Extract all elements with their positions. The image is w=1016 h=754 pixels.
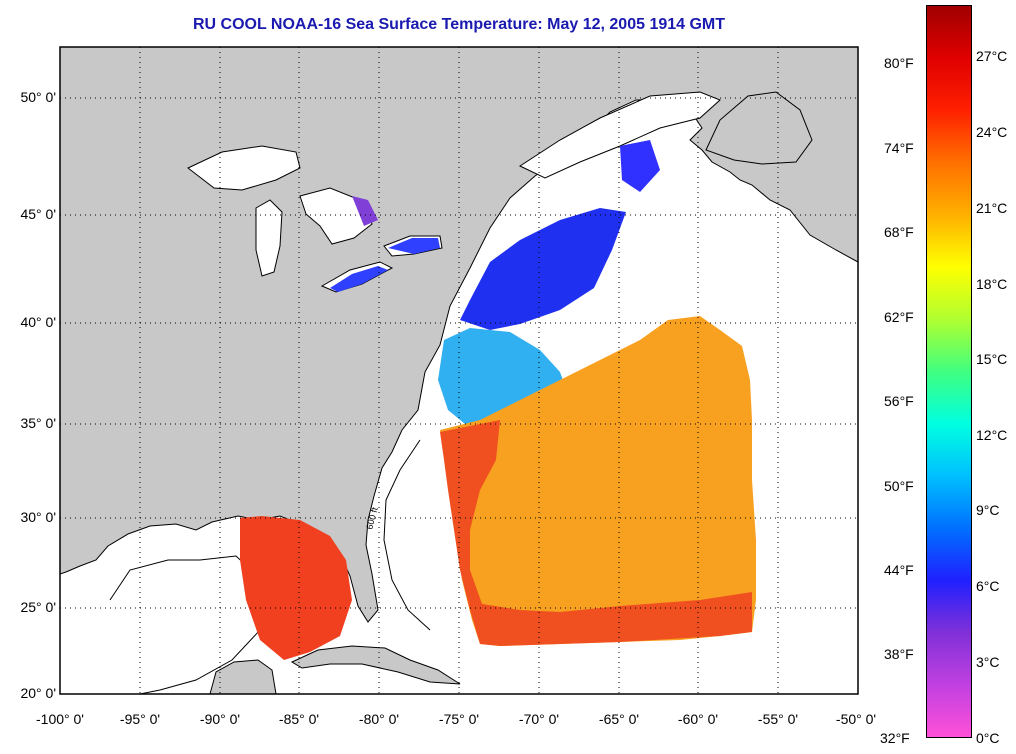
lat-label-25: 25° 0' xyxy=(20,599,56,615)
st-lawrence xyxy=(518,91,721,179)
cb-c-label-15: 15°C xyxy=(976,351,1008,367)
sst-gulf-of-maine xyxy=(460,208,626,330)
sst-colorbar xyxy=(926,5,972,738)
cb-f-label-44: 44°F xyxy=(884,562,914,578)
cb-f-label-56: 56°F xyxy=(884,393,914,409)
cb-f-label-50: 50°F xyxy=(884,478,914,494)
lake-huron xyxy=(299,187,373,245)
land-cuba xyxy=(290,645,461,685)
lat-label-45: 45° 0' xyxy=(20,206,56,222)
lat-label-20: 20° 0' xyxy=(20,685,56,701)
lon-label-70: -70° 0' xyxy=(518,711,560,727)
cb-c-label-6: 6°C xyxy=(976,578,1000,594)
cb-c-label-27: 27°C xyxy=(976,48,1008,64)
sst-gulf-stream-core xyxy=(440,420,752,646)
lon-label-80: -80° 0' xyxy=(358,711,400,727)
map-frame xyxy=(59,46,859,695)
lon-label-65: -65° 0' xyxy=(598,711,640,727)
cb-c-label-12: 12°C xyxy=(976,427,1008,443)
lon-label-100: -100° 0' xyxy=(36,711,84,727)
cb-f-label-74: 74°F xyxy=(884,140,914,156)
cb-f-label-62: 62°F xyxy=(884,309,914,325)
lon-label-50: -50° 0' xyxy=(835,711,877,727)
lon-label-95: -95° 0' xyxy=(119,711,161,727)
graticule xyxy=(60,47,858,694)
sst-gulf-of-mexico xyxy=(240,516,352,660)
cb-f-label-38: 38°F xyxy=(884,646,914,662)
lon-label-75: -75° 0' xyxy=(438,711,480,727)
cb-f-label-68: 68°F xyxy=(884,224,914,240)
lon-label-60: -60° 0' xyxy=(677,711,719,727)
lat-label-35: 35° 0' xyxy=(20,415,56,431)
lake-michigan xyxy=(255,199,283,277)
cb-f-label-32: 32°F xyxy=(880,730,910,746)
lon-label-55: -55° 0' xyxy=(757,711,799,727)
sst-gulf-st-lawrence xyxy=(620,140,660,192)
cb-f-label-80: 80°F xyxy=(884,55,914,71)
lon-label-90: -90° 0' xyxy=(199,711,241,727)
cb-c-label-24: 24°C xyxy=(976,124,1008,140)
cb-c-label-18: 18°C xyxy=(976,276,1008,292)
bathymetry-contour-atlantic xyxy=(383,439,431,631)
lake-superior xyxy=(187,145,301,191)
land-north-america xyxy=(60,47,858,623)
cb-c-label-21: 21°C xyxy=(976,200,1008,216)
cb-c-label-3: 3°C xyxy=(976,654,1000,670)
sst-lake-ontario xyxy=(388,238,440,254)
chart-title: RU COOL NOAA-16 Sea Surface Temperature:… xyxy=(192,16,726,33)
land-yucatan xyxy=(209,659,277,694)
lon-label-85: -85° 0' xyxy=(278,711,320,727)
lat-label-50: 50° 0' xyxy=(20,89,56,105)
cb-c-label-0: 0°C xyxy=(976,730,1000,746)
cb-c-label-9: 9°C xyxy=(976,502,1000,518)
land-newfoundland xyxy=(705,91,813,165)
sst-lake-erie xyxy=(330,266,388,292)
lat-label-40: 40° 0' xyxy=(20,314,56,330)
sst-lake-michigan-north xyxy=(352,196,378,226)
sst-gulf-stream xyxy=(440,316,756,646)
lat-label-30: 30° 0' xyxy=(20,509,56,525)
